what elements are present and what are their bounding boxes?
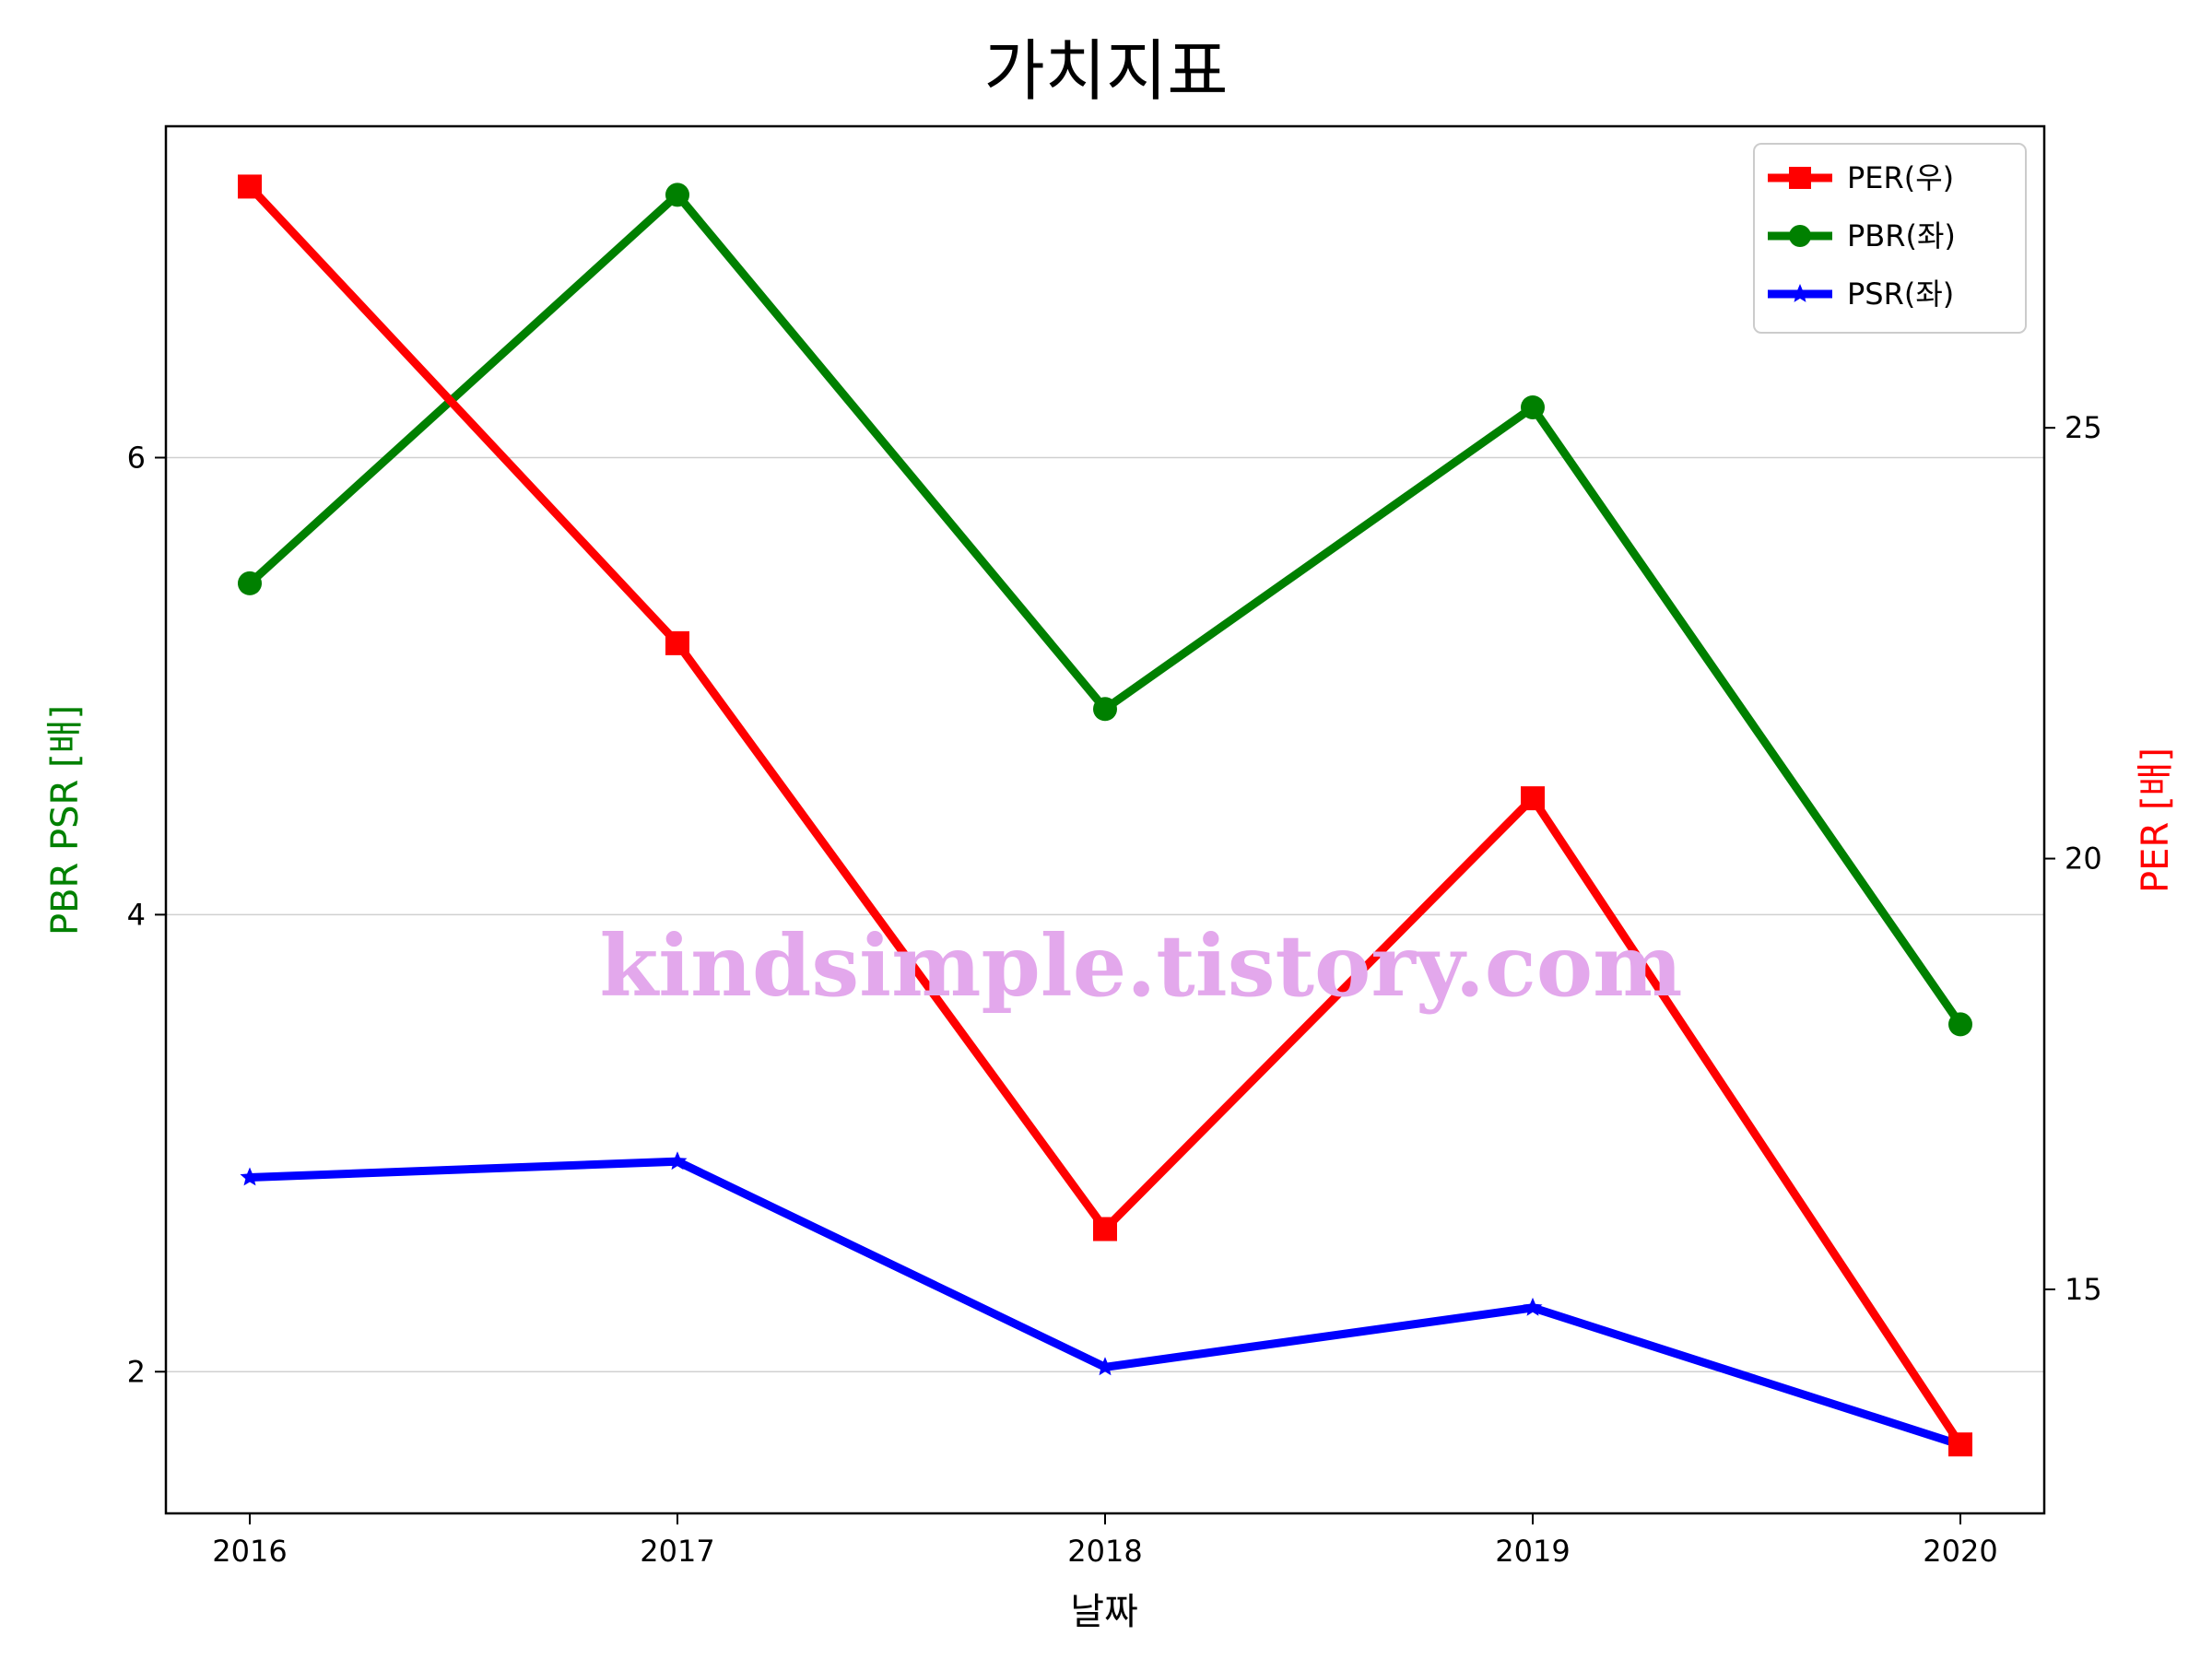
legend-label: PSR(좌) [1847,276,1954,312]
legend: PER(우) PBR(좌) PSR(좌) [1753,143,2027,334]
y-right-tick-label: 15 [2065,1272,2102,1307]
chart-title: 가치지표 [984,32,1229,110]
y-left-tick-label: 4 [127,897,146,932]
series-PSR(좌) [240,1151,1971,1453]
legend-box [1753,143,2027,334]
legend-label: PBR(좌) [1847,218,1956,253]
y-left-tick-label: 2 [127,1354,146,1389]
x-tick-label: 2018 [1067,1534,1142,1569]
y-left-tick-label: 6 [127,441,146,476]
legend-item: PER(우) [1768,160,1954,195]
legend-item: PBR(좌) [1768,218,1956,253]
legend-marker [1789,167,1811,189]
watermark: kindsimple.tistory.com [599,916,1682,1016]
data-point-square [238,174,262,199]
y-right-tick-label: 20 [2065,841,2102,877]
x-tick-label: 2019 [1495,1534,1570,1569]
data-point-circle [1521,394,1545,419]
y-axis-left-label: PBR PSR [배] [44,705,87,935]
x-axis-label: 날짜 [1070,1591,1138,1633]
series-PBR(좌) [238,182,1972,1037]
data-point-star [240,1167,260,1186]
legend-label: PER(우) [1847,160,1954,195]
x-tick-label: 2020 [1923,1534,1997,1569]
data-point-square [1521,786,1545,811]
data-point-circle [1948,1012,1972,1037]
data-point-star [1095,1357,1115,1376]
y-axis-right: 15 20 25 [2044,410,2102,1307]
data-point-circle [238,571,262,595]
series-layer [238,174,1972,1457]
y-axis-left: 2 4 6 [127,441,166,1389]
data-point-star [667,1151,688,1171]
data-point-square [665,630,689,655]
x-axis: 2016 2017 2018 2019 2020 [212,1513,1998,1569]
legend-marker [1790,284,1810,302]
data-point-circle [665,182,689,207]
series-PER(우) [238,174,1972,1457]
data-point-square [1948,1432,1972,1457]
data-point-circle [1093,697,1117,722]
legend-marker [1789,225,1811,247]
x-tick-label: 2017 [640,1534,714,1569]
y-right-tick-label: 25 [2065,410,2102,445]
data-point-star [1523,1297,1543,1316]
y-axis-right-label: PER [배] [2135,747,2177,893]
legend-item: PSR(좌) [1768,276,1954,312]
data-point-square [1093,1217,1117,1241]
x-tick-label: 2016 [212,1534,287,1569]
